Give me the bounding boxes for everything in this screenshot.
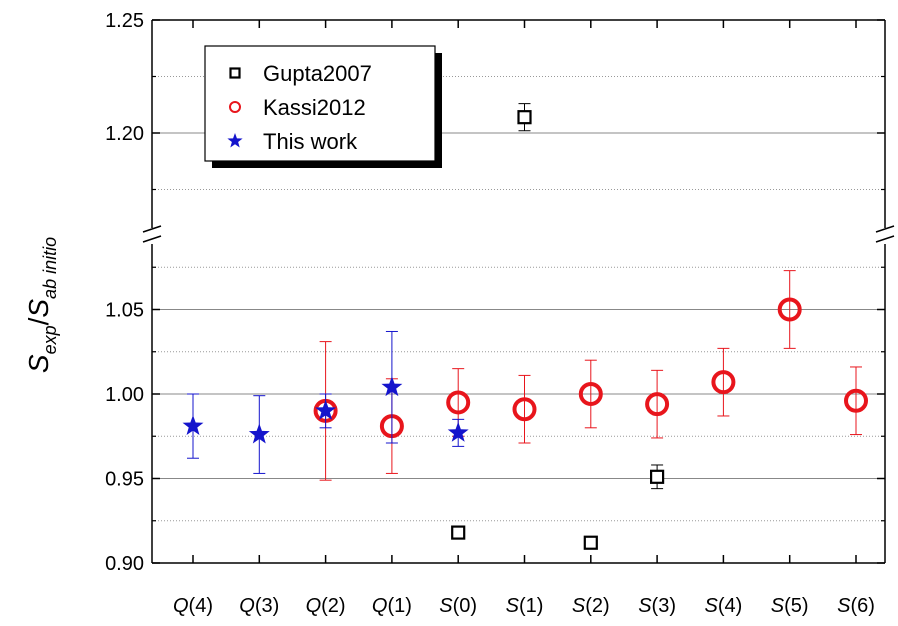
plot-frame [142, 19, 895, 564]
x-category-prefix: S [439, 595, 453, 617]
x-category-prefix: Q [306, 595, 322, 617]
x-category-prefix: Q [239, 595, 255, 617]
data-point-square [517, 110, 532, 125]
x-category-prefix: Q [372, 595, 388, 617]
x-category-suffix: (2) [321, 595, 345, 617]
data-point-circle [844, 388, 868, 413]
data-point-star [248, 423, 270, 444]
x-category-suffix: (2) [585, 595, 609, 617]
x-category-label: S(6) [837, 595, 875, 617]
x-category-suffix: (4) [718, 595, 742, 617]
x-category-suffix: (4) [189, 595, 213, 617]
x-category-label: S(2) [572, 595, 610, 617]
axis-break-mark [142, 225, 162, 233]
legend-label: This work [263, 129, 358, 154]
x-category-prefix: S [837, 595, 851, 617]
x-category-suffix: (0) [453, 595, 477, 617]
data-point-square [649, 469, 665, 484]
data-point-circle [578, 382, 603, 406]
x-category-label: Q(4) [173, 595, 213, 617]
x-category-label: S(4) [705, 595, 743, 617]
legend-marker-circle [229, 101, 241, 113]
x-category-prefix: S [705, 595, 719, 617]
data-point-square [451, 525, 466, 540]
y-tick-label: 1.05 [105, 300, 144, 322]
x-category-suffix: (1) [519, 595, 543, 617]
legend-label: Gupta2007 [263, 61, 372, 86]
x-category-label: S(5) [771, 595, 809, 617]
x-category-prefix: S [771, 595, 785, 617]
series-kassi2012 [313, 270, 868, 481]
axis-break-mark [875, 225, 895, 233]
data-point-star [315, 399, 337, 420]
data-point-circle [645, 392, 670, 417]
ylabel-base1: S [23, 354, 54, 373]
axis-layer: 0.900.951.001.051.201.25Q(4) Q(3) Q(2) Q(1)… [105, 10, 885, 617]
x-category-prefix: S [572, 595, 586, 617]
x-category-label: Q(1) [372, 595, 412, 617]
data-point-circle [446, 390, 471, 415]
x-category-label: S(0) [439, 595, 477, 617]
data-point-circle [711, 370, 736, 395]
legend: Gupta2007 Kassi2012 This work [204, 45, 442, 168]
x-category-label: Q(2) [306, 595, 346, 617]
y-axis-label: Sexp/Sab initio [23, 237, 60, 373]
legend-label: Kassi2012 [263, 95, 366, 120]
ylabel-base2: S [23, 299, 54, 318]
y-tick-label: 0.90 [105, 553, 144, 575]
x-category-suffix: (3) [255, 595, 279, 617]
ylabel-slash: / [23, 317, 54, 325]
x-category-prefix: S [506, 595, 520, 617]
axis-break-mark [142, 235, 162, 243]
data-point-square [583, 535, 598, 550]
ylabel-sub1: exp [40, 325, 60, 354]
legend-marker-square [229, 67, 241, 79]
y-tick-label: 1.00 [105, 384, 144, 406]
x-category-prefix: S [638, 595, 652, 617]
series-this-work [182, 330, 469, 474]
x-category-label: Q(3) [239, 595, 279, 617]
y-tick-label: 1.25 [105, 10, 144, 32]
data-point-star [447, 421, 469, 442]
x-category-suffix: (3) [652, 595, 676, 617]
data-point-star [182, 415, 204, 436]
x-category-prefix: Q [173, 595, 189, 617]
data-point-circle [777, 297, 802, 322]
x-category-suffix: (5) [784, 595, 808, 617]
axis-break-mark [875, 235, 895, 243]
x-category-suffix: (6) [850, 595, 874, 617]
legend-marker-star [227, 133, 243, 148]
data-point-star [381, 376, 403, 397]
y-tick-label: 1.20 [105, 123, 144, 145]
series-layer [182, 103, 868, 550]
series-gupta2007 [451, 103, 665, 550]
legend-box [204, 45, 436, 162]
x-category-label: S(1) [506, 595, 544, 617]
data-point-circle [512, 397, 537, 422]
x-category-suffix: (1) [387, 595, 411, 617]
ylabel-sub2: ab initio [40, 237, 60, 299]
y-tick-label: 0.95 [105, 469, 144, 491]
x-category-label: S(3) [638, 595, 676, 617]
